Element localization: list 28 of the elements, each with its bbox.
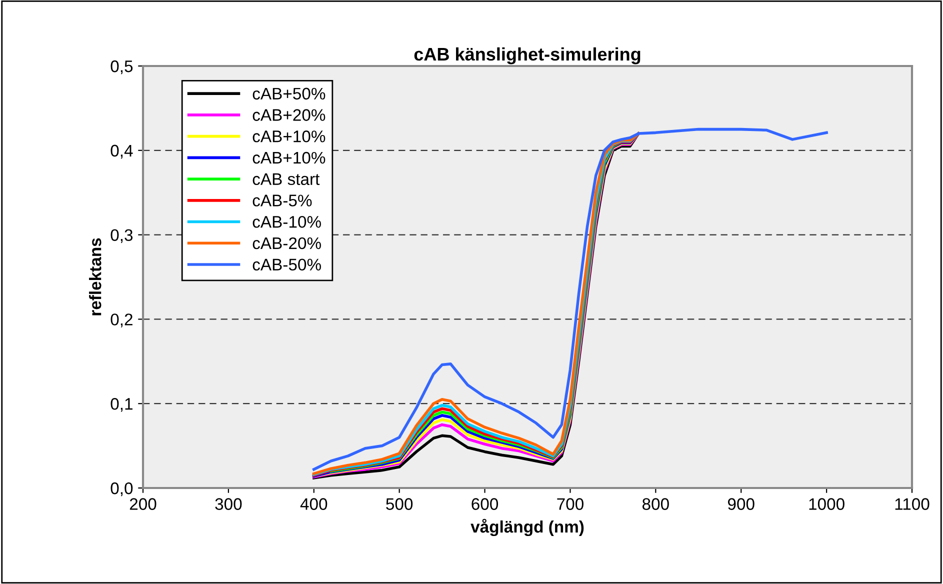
x-tick-label: 800: [642, 498, 669, 510]
y-tick-label: 0,0: [110, 482, 133, 496]
x-tick-label: 1100: [895, 498, 930, 510]
y-tick-label: 0,3: [110, 229, 133, 243]
x-tick-label: 1000: [809, 498, 844, 510]
legend-label: cAB-5%: [252, 194, 312, 206]
legend-label: cAB+10%: [252, 130, 326, 142]
y-tick-label: 0,5: [110, 60, 133, 74]
y-tick-label: 0,1: [110, 398, 132, 412]
x-tick-label: 600: [472, 498, 498, 510]
legend-label: cAB-20%: [252, 237, 321, 250]
legend-label: cAB-10%: [252, 216, 321, 228]
chart-title: cAB känslighet-simulering: [414, 47, 640, 64]
legend-label: cAB+20%: [252, 109, 326, 121]
x-tick-label: 900: [728, 498, 754, 510]
x-tick-label: 500: [386, 498, 413, 510]
legend-label: cAB+10%: [252, 152, 326, 164]
x-tick-label: 700: [557, 498, 584, 510]
legend-label: cAB-50%: [252, 258, 321, 271]
x-tick-label: 200: [130, 498, 156, 510]
y-axis-title: reflektans: [89, 238, 102, 316]
x-axis-title: våglängd (nm): [470, 518, 584, 536]
legend-label: cAB+50%: [252, 88, 326, 100]
legend-label: cAB start: [252, 173, 320, 186]
x-tick-label: 400: [300, 498, 328, 510]
y-tick-label: 0,2: [110, 314, 132, 328]
y-tick-label: 0,4: [110, 144, 133, 159]
x-tick-label: 300: [215, 498, 242, 510]
